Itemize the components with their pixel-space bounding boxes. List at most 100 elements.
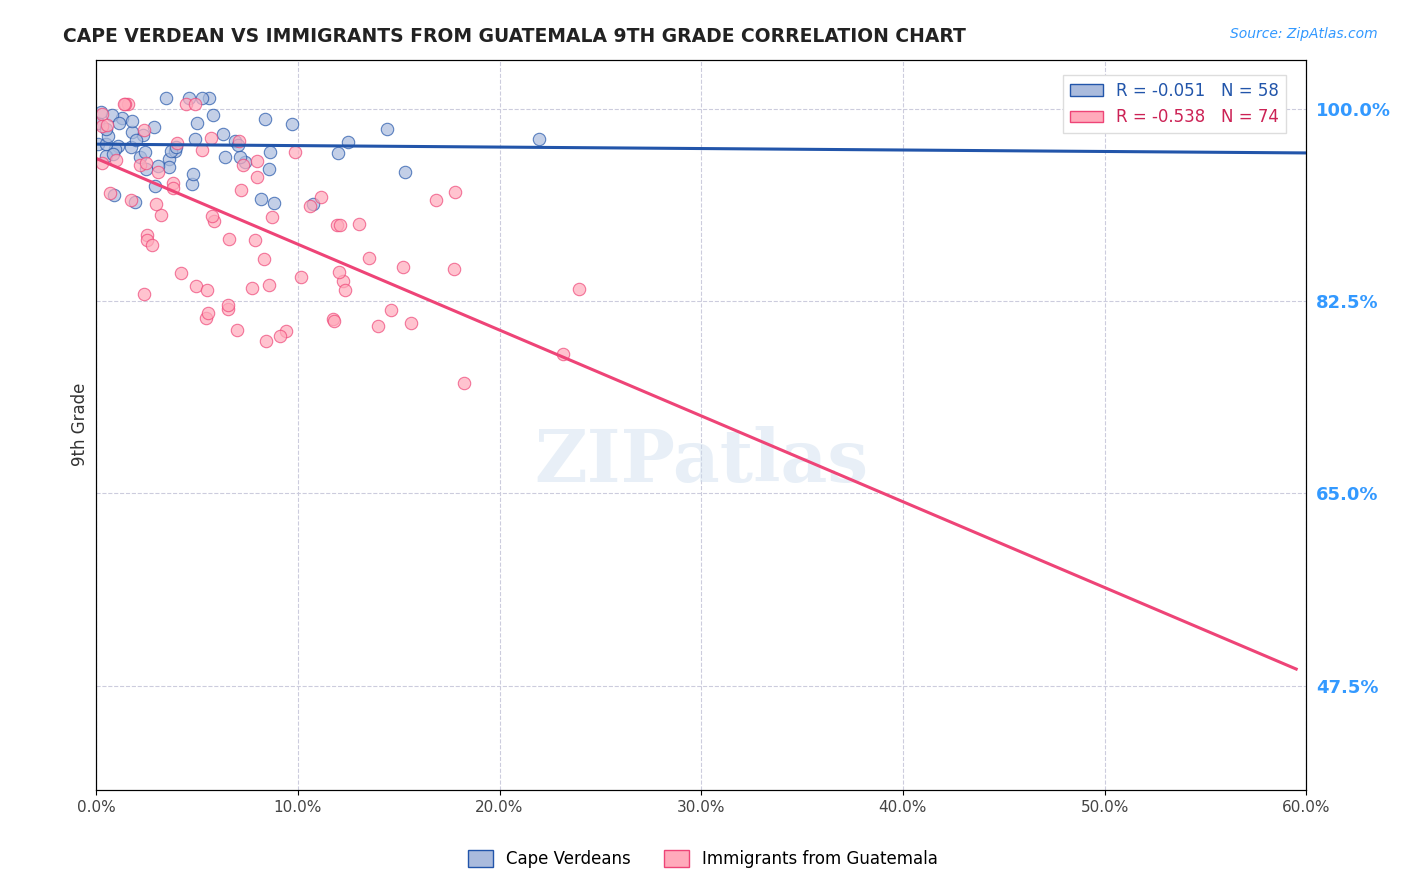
Point bbox=[233, 155, 256, 169]
Legend: Cape Verdeans, Immigrants from Guatemala: Cape Verdeans, Immigrants from Guatemala bbox=[461, 843, 945, 875]
Point bbox=[145, 197, 167, 211]
Point bbox=[135, 155, 157, 169]
Point bbox=[98, 186, 121, 201]
Point bbox=[94, 149, 117, 163]
Point bbox=[453, 376, 475, 391]
Point bbox=[166, 136, 188, 150]
Point bbox=[174, 96, 197, 111]
Point bbox=[134, 286, 156, 301]
Point bbox=[91, 107, 114, 121]
Text: Source: ZipAtlas.com: Source: ZipAtlas.com bbox=[1230, 27, 1378, 41]
Point bbox=[201, 108, 224, 122]
Point bbox=[141, 237, 163, 252]
Legend: R = -0.051   N = 58, R = -0.538   N = 74: R = -0.051 N = 58, R = -0.538 N = 74 bbox=[1063, 75, 1286, 133]
Point bbox=[177, 91, 200, 105]
Point bbox=[117, 96, 139, 111]
Point bbox=[104, 142, 127, 156]
Point bbox=[186, 115, 208, 129]
Point bbox=[527, 132, 550, 146]
Point bbox=[323, 313, 346, 327]
Point bbox=[170, 266, 193, 280]
Point bbox=[149, 208, 172, 222]
Point bbox=[217, 298, 239, 312]
Point bbox=[229, 183, 252, 197]
Point bbox=[347, 218, 370, 232]
Point bbox=[328, 265, 350, 279]
Point bbox=[290, 269, 312, 284]
Point bbox=[94, 122, 117, 136]
Point bbox=[180, 178, 202, 192]
Point bbox=[443, 261, 465, 276]
Point bbox=[128, 150, 150, 164]
Point bbox=[121, 113, 143, 128]
Point bbox=[195, 283, 218, 297]
Point bbox=[322, 312, 344, 326]
Point bbox=[184, 132, 207, 146]
Point bbox=[250, 192, 273, 206]
Point bbox=[224, 135, 246, 149]
Point bbox=[246, 154, 269, 169]
Point bbox=[197, 306, 219, 320]
Point bbox=[551, 347, 574, 361]
Point bbox=[100, 108, 122, 122]
Point bbox=[97, 129, 120, 144]
Point bbox=[232, 157, 254, 171]
Point bbox=[284, 145, 307, 159]
Point bbox=[194, 311, 217, 326]
Point bbox=[105, 153, 128, 167]
Point bbox=[120, 139, 142, 153]
Point bbox=[155, 91, 177, 105]
Point bbox=[274, 324, 297, 338]
Point bbox=[281, 117, 304, 131]
Point bbox=[157, 152, 180, 166]
Point bbox=[135, 233, 157, 247]
Point bbox=[191, 91, 214, 105]
Point bbox=[107, 116, 129, 130]
Point bbox=[87, 115, 110, 129]
Point bbox=[134, 145, 156, 159]
Point bbox=[181, 167, 204, 181]
Point bbox=[184, 279, 207, 293]
Point bbox=[135, 162, 157, 177]
Point bbox=[332, 275, 354, 289]
Point bbox=[159, 144, 181, 158]
Point bbox=[112, 96, 135, 111]
Point bbox=[114, 96, 136, 111]
Point bbox=[299, 199, 322, 213]
Point bbox=[136, 227, 159, 242]
Point bbox=[142, 120, 165, 134]
Point bbox=[226, 323, 249, 337]
Point bbox=[165, 139, 187, 153]
Point bbox=[328, 218, 350, 232]
Point bbox=[120, 193, 142, 207]
Point bbox=[257, 161, 280, 176]
Point bbox=[333, 283, 356, 297]
Point bbox=[359, 251, 381, 265]
Point bbox=[218, 232, 240, 246]
Point bbox=[111, 111, 134, 125]
Point bbox=[200, 131, 222, 145]
Point bbox=[87, 137, 110, 152]
Text: CAPE VERDEAN VS IMMIGRANTS FROM GUATEMALA 9TH GRADE CORRELATION CHART: CAPE VERDEAN VS IMMIGRANTS FROM GUATEMAL… bbox=[63, 27, 966, 45]
Point bbox=[201, 209, 224, 223]
Text: ZIPatlas: ZIPatlas bbox=[534, 425, 869, 497]
Point bbox=[262, 210, 284, 224]
Point bbox=[425, 194, 447, 208]
Point bbox=[107, 139, 129, 153]
Point bbox=[246, 169, 269, 184]
Point bbox=[228, 134, 250, 148]
Point bbox=[259, 277, 281, 292]
Point bbox=[94, 136, 117, 151]
Point bbox=[242, 280, 264, 294]
Point bbox=[146, 159, 169, 173]
Point bbox=[568, 282, 591, 296]
Point bbox=[132, 128, 155, 142]
Point bbox=[254, 112, 277, 127]
Point bbox=[253, 252, 276, 266]
Point bbox=[198, 91, 221, 105]
Point bbox=[226, 137, 249, 152]
Point bbox=[245, 233, 267, 247]
Point bbox=[157, 160, 180, 174]
Point bbox=[309, 190, 332, 204]
Point bbox=[103, 188, 125, 202]
